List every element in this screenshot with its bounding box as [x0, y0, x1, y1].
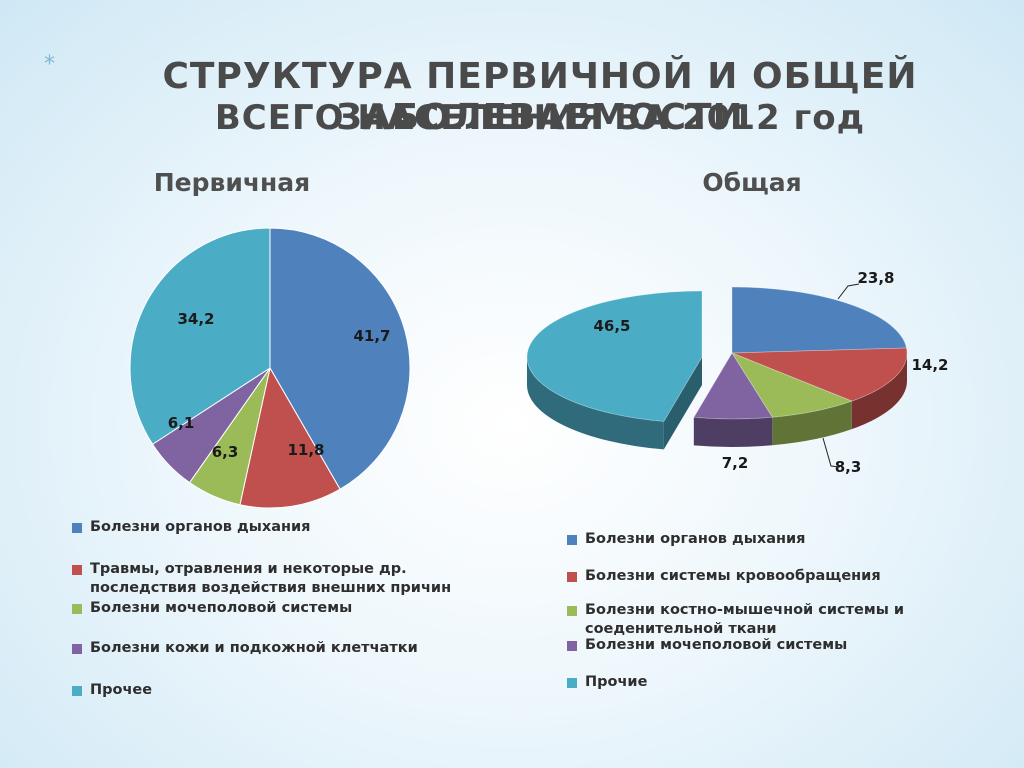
general-pie-slice-side: [527, 357, 664, 450]
legend-swatch: [72, 686, 82, 696]
general-pie-slice-side: [772, 401, 852, 446]
legend-swatch: [567, 606, 577, 616]
general-pie-slice: [731, 286, 907, 354]
general-pie-slice-side: [851, 353, 907, 430]
legend-label: Болезни мочеполовой системы: [585, 637, 848, 653]
legend-label: Болезни органов дыхания: [585, 531, 806, 547]
legend-swatch: [567, 678, 577, 688]
page-title-line-2: ВСЕГО НАСЕЛЕНИЯ ЗА 2012 год: [214, 98, 866, 138]
legend-label: Болезни костно-мышечной системы и соеден…: [585, 602, 905, 637]
primary-pie-data-label: 11,8: [287, 441, 324, 459]
primary-pie-slice: [129, 227, 271, 445]
legend-label: Болезни органов дыхания: [90, 519, 311, 535]
primary-pie-data-label: 41,7: [353, 327, 390, 345]
legend-swatch: [72, 604, 82, 614]
legend-swatch: [567, 572, 577, 582]
legend-swatch: [72, 644, 82, 654]
legend-swatch: [72, 565, 82, 575]
primary-pie-data-label: 34,2: [177, 310, 214, 328]
legend-label: Болезни системы кровообращения: [585, 568, 881, 584]
general-pie-leader-line: [822, 437, 841, 468]
primary-pie-slice: [269, 227, 411, 490]
primary-pie-chart: 41,7 11,8 6,3 6,1 34,2: [129, 227, 411, 509]
primary-pie-data-label: 6,3: [212, 443, 239, 461]
general-pie-data-label: 23,8: [857, 269, 894, 287]
legend-label: Прочее: [90, 682, 153, 698]
legend-label: Болезни мочеполовой системы: [90, 600, 353, 616]
general-pie-data-label: 8,3: [835, 458, 862, 476]
general-pie-chart: 23,8 14,2 8,3 7,2 46,5: [526, 269, 949, 476]
legend-label: Травмы, отравления и некоторые др. после…: [90, 561, 452, 596]
title-bullet: *: [44, 52, 55, 77]
general-pie-slice: [693, 352, 774, 420]
general-chart-title: Общая: [702, 168, 802, 197]
primary-pie-slice: [239, 366, 341, 509]
general-pie-data-label: 14,2: [911, 356, 948, 374]
primary-chart-legend: Болезни органов дыхания Травмы, отравлени…: [72, 518, 512, 718]
legend-swatch: [72, 523, 82, 533]
primary-chart-title: Первичная: [153, 168, 311, 197]
primary-pie-data-label: 6,1: [168, 414, 195, 432]
general-pie-slice: [731, 352, 853, 418]
legend-label: Прочие: [585, 674, 648, 690]
general-pie-slice-cut: [663, 357, 702, 450]
general-chart-legend: Болезни органов дыхания Болезни системы к…: [567, 530, 1007, 710]
legend-label: Болезни кожи и подкожной клетчатки: [90, 640, 418, 656]
page-title-line-1: СТРУКТУРА ПЕРВИЧНОЙ И ОБЩЕЙ ЗАБОЛЕВАЕМОС…: [162, 56, 918, 138]
general-pie-leader-line: [837, 283, 860, 300]
general-pie-slice: [731, 347, 908, 402]
general-pie-slice: [526, 290, 703, 422]
legend-swatch: [567, 535, 577, 545]
general-pie-slice-side: [693, 417, 773, 447]
legend-swatch: [567, 641, 577, 651]
general-pie-data-label: 7,2: [722, 454, 749, 472]
general-pie-data-label: 46,5: [593, 317, 630, 335]
